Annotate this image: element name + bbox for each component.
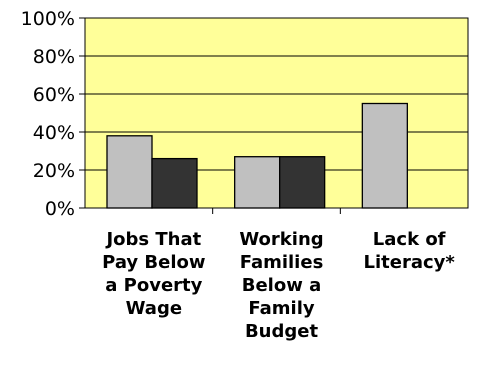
category-label-line: Pay Below — [102, 252, 205, 273]
category-label-line: Family — [248, 298, 314, 319]
bar — [279, 156, 326, 209]
y-tick-label: 80% — [33, 46, 75, 68]
category-label: Working Families Below a Family Budget — [239, 229, 323, 342]
y-tick-label: 40% — [33, 122, 75, 144]
bar — [361, 102, 408, 209]
category-label-line: Working — [239, 229, 323, 250]
axes — [79, 17, 468, 214]
category-label-line: Budget — [245, 321, 319, 342]
category-label-line: Wage — [126, 298, 182, 319]
y-tick-label: 20% — [33, 160, 75, 182]
y-tick-labels: 0% 20% 40% 60% 80% 100% — [21, 8, 75, 220]
category-label: Jobs That Pay Below a Poverty Wage — [102, 229, 205, 319]
category-label-line: Below a — [242, 275, 322, 296]
y-tick-label: 60% — [33, 84, 75, 106]
bar — [106, 135, 153, 209]
category-label: Lack of Literacy* — [364, 229, 456, 273]
category-label-line: Lack of — [373, 229, 446, 250]
y-tick-label: 100% — [21, 8, 75, 30]
category-label-line: Jobs That — [104, 229, 201, 250]
y-tick-label: 0% — [45, 198, 75, 220]
category-label-line: Families — [240, 252, 324, 273]
bar — [234, 156, 281, 209]
category-label-line: a Poverty — [105, 275, 202, 296]
category-label-line: Literacy* — [364, 252, 456, 273]
bar — [151, 157, 198, 209]
